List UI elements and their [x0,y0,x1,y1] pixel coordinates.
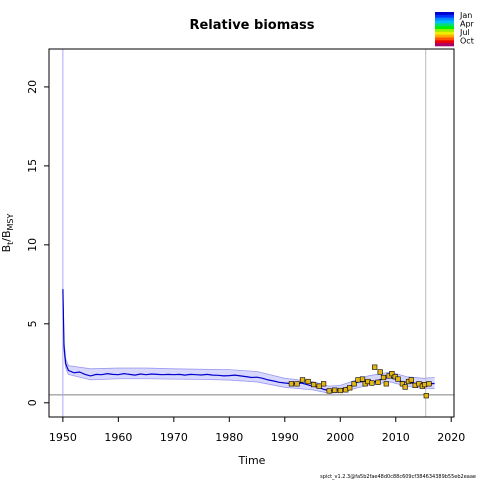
x-tick-label: 2000 [326,431,354,444]
observation-point [359,376,366,382]
legend-label: Jul [459,28,470,37]
legend-swatch [435,17,454,21]
chart-title: Relative biomass [189,18,314,33]
legend-swatch [435,14,454,18]
legend-swatch [435,26,454,30]
x-axis-ticks: 1950 1960 1970 1980 1990 2000 2010 2020 [49,417,465,444]
observation-point [351,381,357,387]
observation-point [402,384,408,390]
legend-label: Jan [459,11,472,20]
x-tick-label: 2010 [382,431,410,444]
observation-point [426,381,432,387]
observation-point [294,381,300,387]
y-tick-label: 15 [26,159,39,173]
observation-point [310,381,317,388]
y-tick-label: 20 [26,80,39,94]
observation-point [372,364,378,370]
x-tick-label: 1980 [215,431,243,444]
y-label-base: B [0,245,13,253]
x-tick-label: 1970 [160,431,188,444]
observation-point [399,381,406,387]
observation-point [377,369,383,375]
legend-swatch [435,12,454,16]
legend-swatch [435,34,454,38]
observation-point [408,377,414,383]
observation-point [299,377,306,383]
observation-point [383,381,389,387]
observation-point [305,378,311,385]
y-tick-label: 0 [26,399,39,406]
y-tick-label: 10 [26,238,39,252]
observation-point [316,383,322,389]
legend-swatch [435,31,454,35]
y-axis-ticks: 0 5 10 15 20 [26,80,49,406]
observation-point [421,381,428,388]
x-tick-label: 1950 [49,431,77,444]
observation-point [423,393,429,399]
observation-point [375,379,381,385]
legend-swatch [435,23,454,27]
observation-point [332,387,338,393]
x-axis-label: Time [238,454,266,467]
y-axis-label: Bt/BMSY [0,213,15,252]
observation-point [380,374,387,381]
observation-points [288,364,432,399]
legend-label: Oct [460,37,474,46]
band-upper-edge [62,289,435,387]
reference-lines [49,49,454,417]
observation-point [369,380,375,386]
plot-frame [48,48,455,418]
x-tick-label: 1990 [271,431,299,444]
y-label-sub2: MSY [6,213,15,230]
legend-swatch [435,20,454,24]
observation-point [355,377,361,383]
observation-point [389,370,395,377]
legend-swatch [435,43,454,47]
x-tick-label: 1960 [104,431,132,444]
legend-swatch [435,40,454,44]
observation-point [326,388,332,394]
observation-point [320,381,327,387]
observation-point [395,376,401,382]
confidence-band [62,289,435,394]
observation-point [337,387,343,394]
y-tick-label: 5 [26,320,39,327]
legend-label: Apr [460,20,475,29]
x-tick-label: 2020 [437,431,465,444]
observation-point [288,381,295,387]
y-label-sub1: t [6,242,15,245]
observation-point [347,385,353,391]
y-label-sep: /B [0,230,13,241]
legend-swatch [435,29,454,33]
confidence-band-area [62,289,435,394]
version-footnote: spict_v1.2.3@fa5b2fae48d0c88c609cf384634… [320,474,476,480]
legend-swatch [435,37,454,41]
